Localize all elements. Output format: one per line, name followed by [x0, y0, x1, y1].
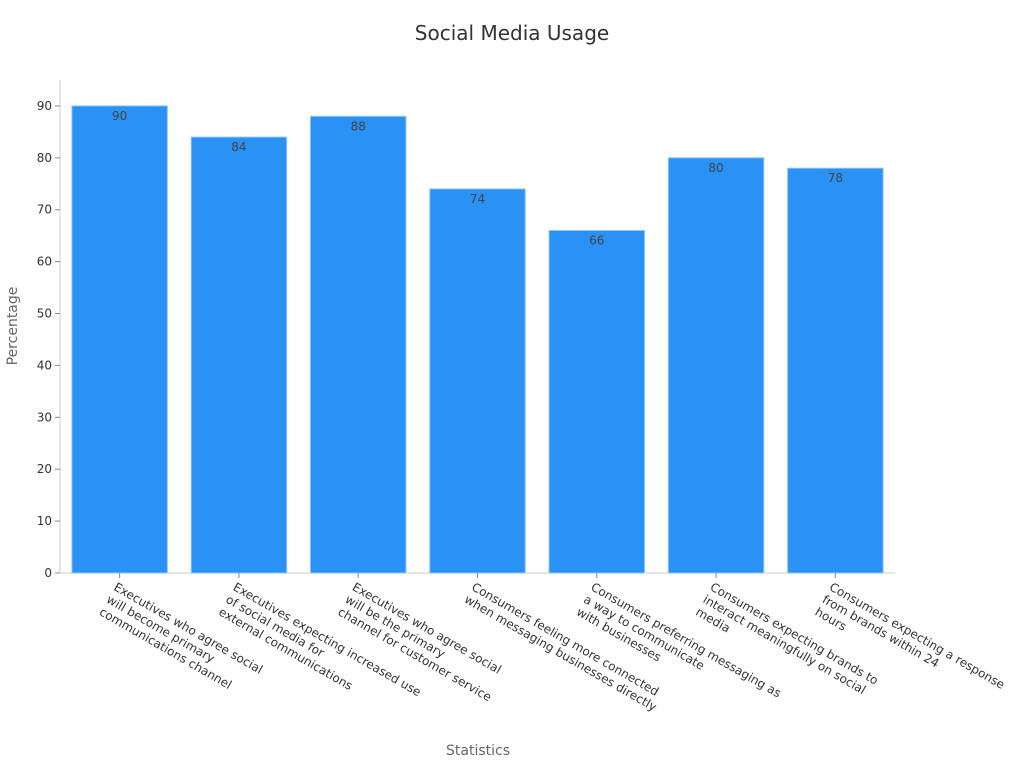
value-label: 84: [231, 140, 246, 154]
bar: [667, 157, 765, 574]
bar: [71, 105, 168, 574]
value-label: 66: [589, 233, 604, 247]
y-tick-label: 0: [44, 566, 52, 580]
chart-title: Social Media Usage: [415, 21, 609, 45]
y-tick-label: 20: [37, 462, 52, 476]
bar: [787, 167, 884, 574]
value-label: 90: [112, 109, 127, 123]
value-label: 80: [708, 161, 723, 175]
bar: [429, 188, 526, 574]
y-tick-label: 80: [37, 151, 52, 165]
y-tick-label: 70: [37, 203, 52, 217]
y-tick-label: 40: [37, 358, 52, 372]
y-tick-label: 90: [37, 99, 52, 113]
y-tick-label: 50: [37, 307, 52, 321]
bar: [548, 229, 645, 574]
y-tick-label: 10: [37, 514, 52, 528]
bar: [190, 136, 288, 574]
y-tick-label: 30: [37, 410, 52, 424]
value-label: 78: [828, 171, 843, 185]
y-tick-label: 60: [37, 255, 52, 269]
value-label: 74: [470, 192, 485, 206]
bar: [310, 115, 407, 574]
x-tick-label: Consumers expecting a responsefrom brand…: [813, 580, 1007, 717]
x-axis-title: Statistics: [446, 743, 510, 759]
value-label: 88: [351, 119, 366, 133]
y-axis-title: Percentage: [5, 287, 21, 366]
